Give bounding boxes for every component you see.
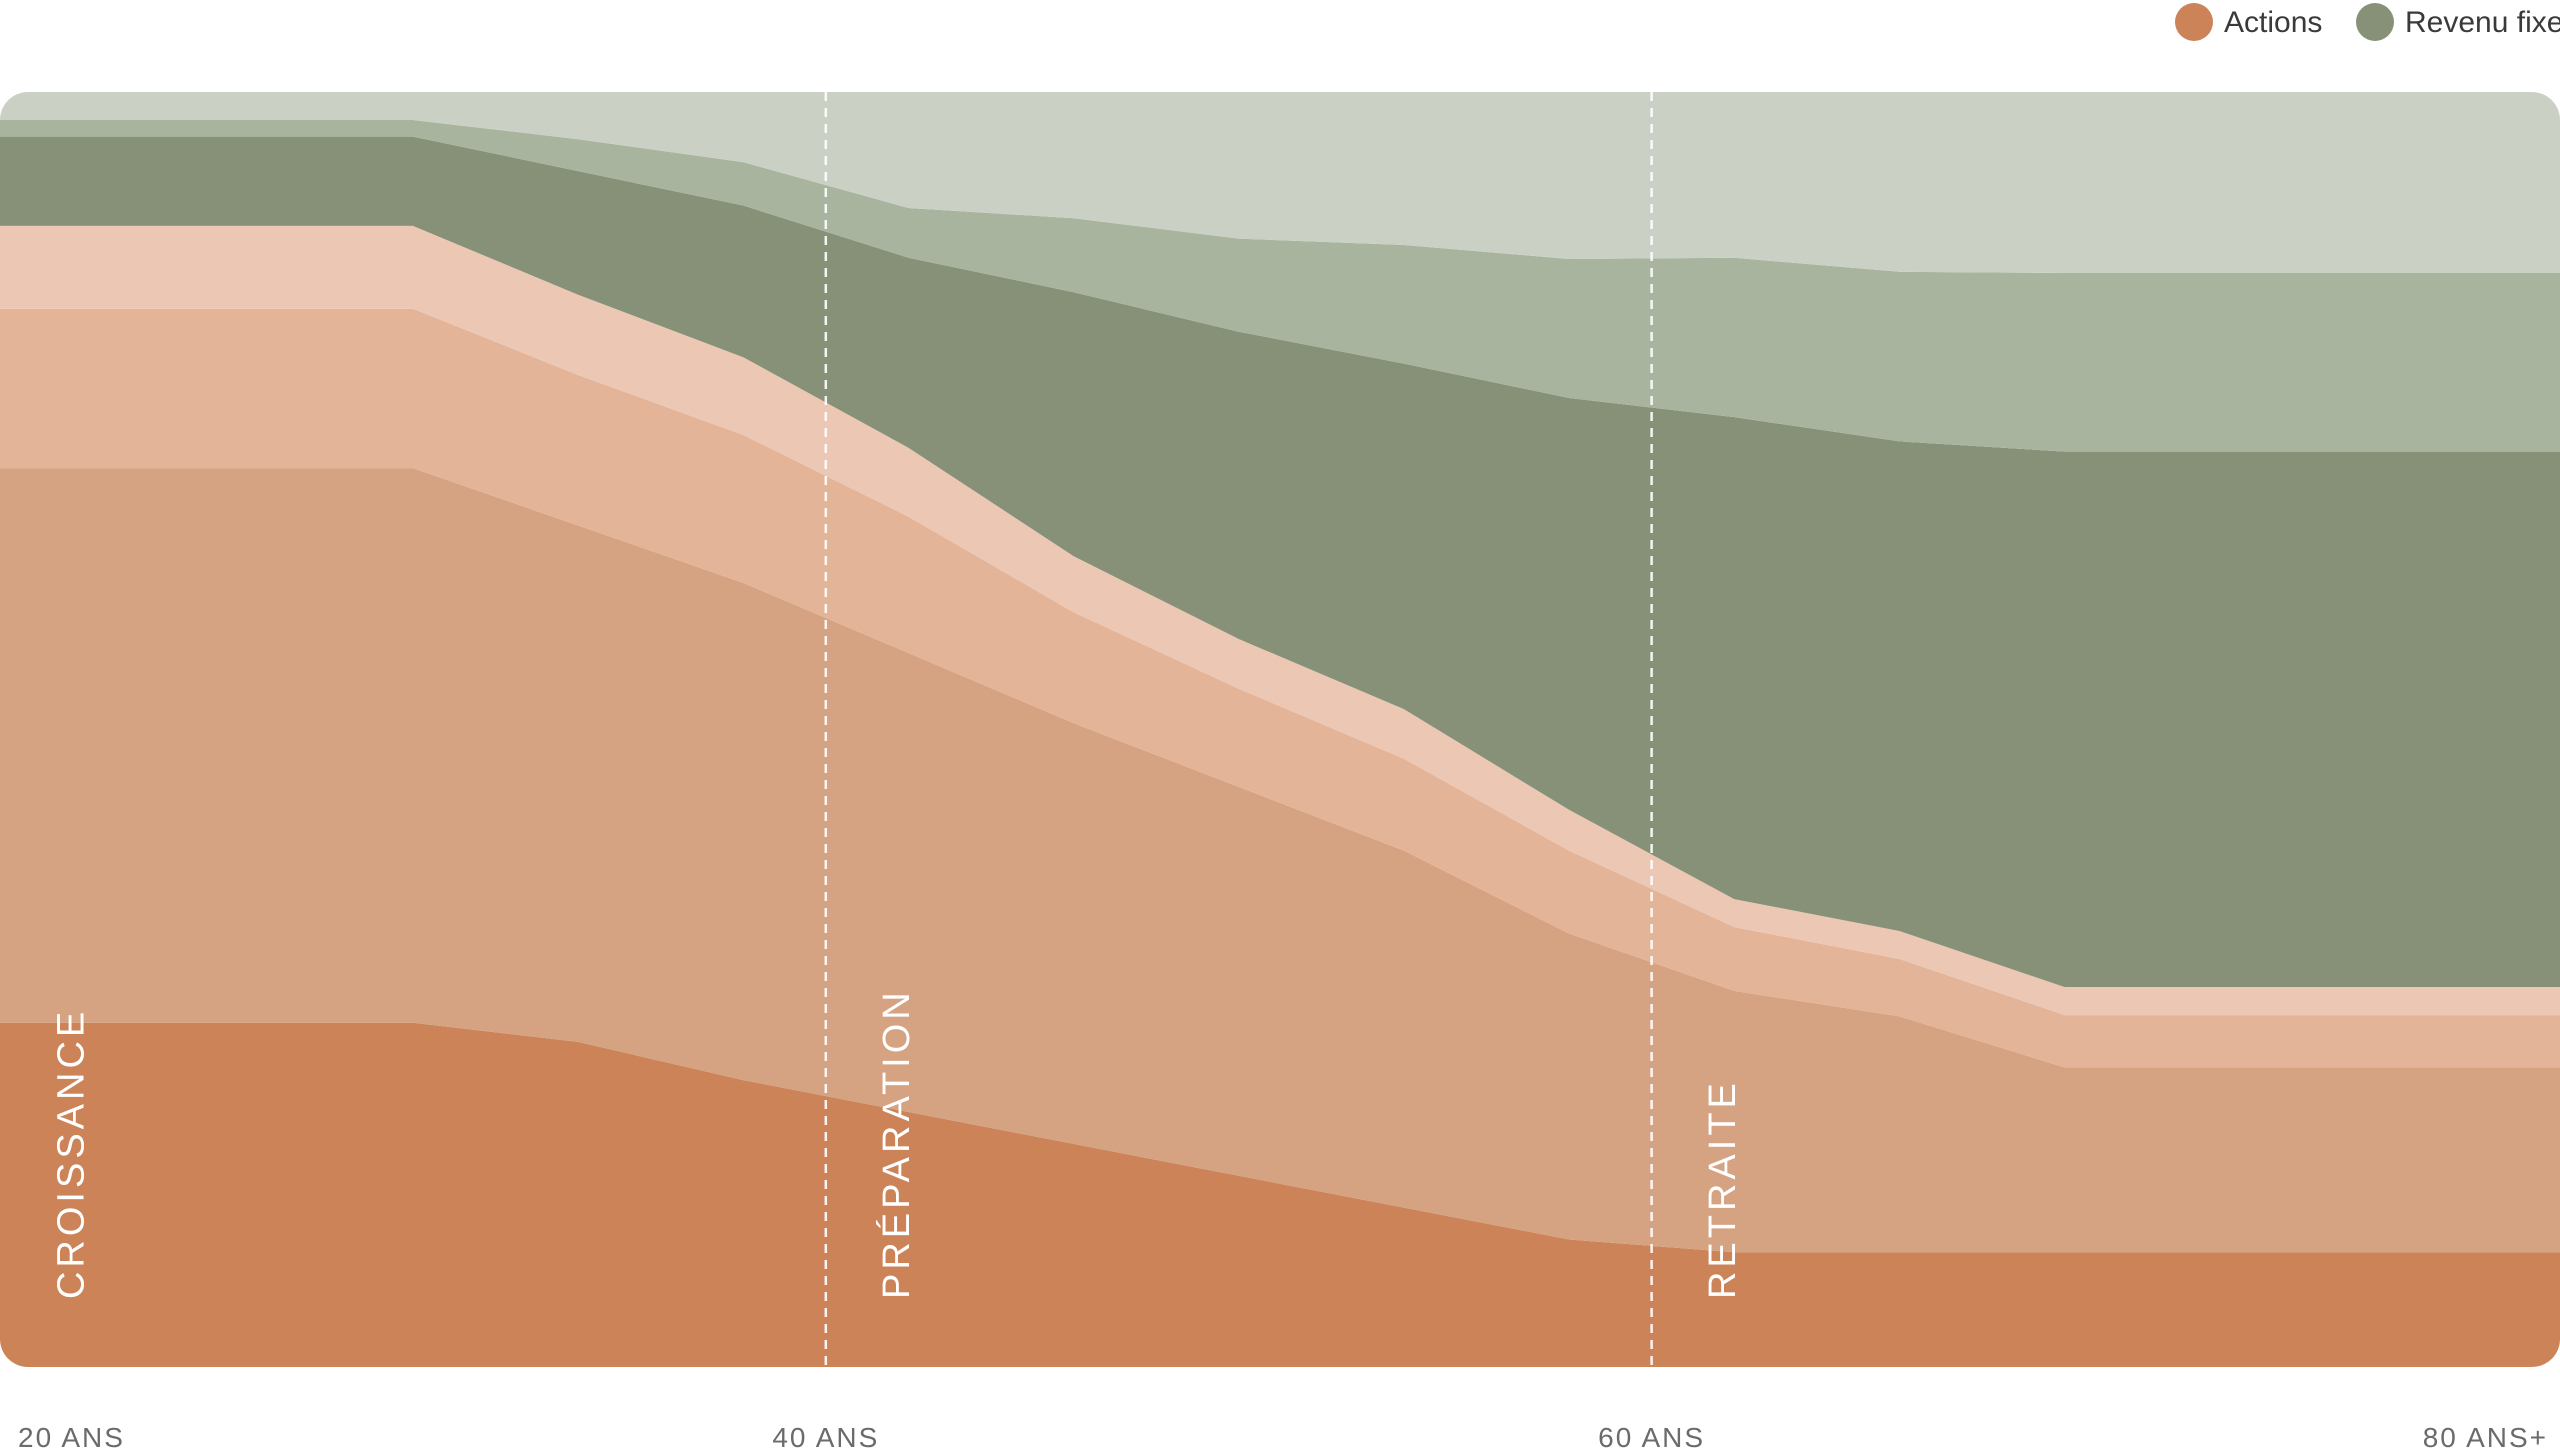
phase-label-1: CROISSANCE	[50, 1008, 92, 1299]
plot-area: CROISSANCE PRÉPARATION RETRAITE	[0, 92, 2560, 1367]
phase-dividers	[824, 92, 1653, 1367]
area-series-actions-4	[0, 225, 2560, 1016]
legend-swatch	[2356, 3, 2394, 41]
phase-labels: CROISSANCE PRÉPARATION RETRAITE	[50, 988, 1744, 1299]
area-series-actions-1	[0, 1022, 2560, 1367]
x-tick-label: 20 ANS	[18, 1422, 125, 1453]
legend-label: Revenu fixe	[2405, 6, 2560, 39]
area-series-revenu-fixe-6	[0, 120, 2560, 452]
phase-label-2: PRÉPARATION	[875, 988, 918, 1299]
area-series-actions-3	[0, 308, 2560, 1068]
area-series-revenu-fixe-7	[0, 92, 2560, 273]
x-axis: 20 ANS 40 ANS 60 ANS 80 ANS+	[18, 1422, 2548, 1453]
phase-label-3: RETRAITE	[1702, 1079, 1744, 1299]
x-tick-label: 40 ANS	[772, 1422, 879, 1453]
x-tick-label: 60 ANS	[1598, 1422, 1705, 1453]
chart-legend: Actions Revenu fixe	[2175, 3, 2560, 41]
area-series-revenu-fixe-5	[0, 136, 2560, 988]
stacked-areas	[0, 92, 2560, 1367]
area-series-actions-2	[0, 468, 2560, 1253]
x-tick-label: 80 ANS+	[2423, 1422, 2548, 1453]
legend-swatch	[2175, 3, 2213, 41]
legend-label: Actions	[2224, 6, 2322, 39]
